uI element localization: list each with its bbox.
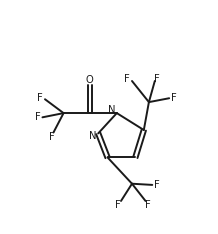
Text: F: F xyxy=(154,74,160,84)
Text: F: F xyxy=(154,180,160,190)
Text: F: F xyxy=(37,93,43,103)
Text: F: F xyxy=(34,112,40,122)
Text: N: N xyxy=(89,132,97,141)
Text: N: N xyxy=(108,105,116,115)
Text: F: F xyxy=(49,132,55,142)
Text: F: F xyxy=(124,74,130,84)
Text: F: F xyxy=(171,93,177,103)
Text: O: O xyxy=(86,75,94,85)
Text: F: F xyxy=(115,200,121,210)
Text: F: F xyxy=(145,200,150,210)
